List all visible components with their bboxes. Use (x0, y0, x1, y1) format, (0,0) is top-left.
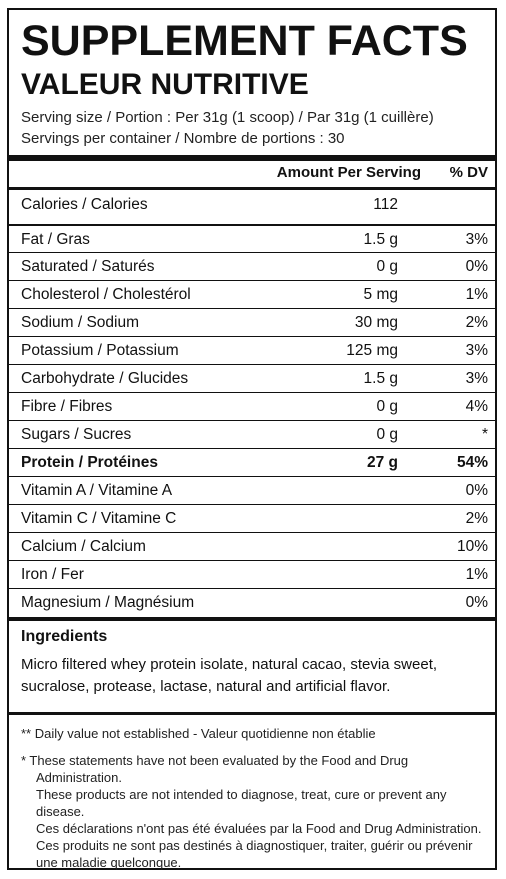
nutrient-row-vitamin-c: Vitamin C / Vitamine C 2% (9, 504, 495, 532)
label-title: SUPPLEMENT FACTS (21, 17, 468, 65)
disclaimer-line: Ces déclarations n'ont pas été évaluées … (36, 821, 482, 836)
disclaimer-line: Ces produits ne sont pas destinés à diag… (36, 838, 473, 853)
header-amount-per-serving: Amount Per Serving (276, 164, 421, 181)
nutrient-row-magnesium: Magnesium / Magnésium 0% (9, 588, 495, 616)
nutrient-row-calories: Calories / Calories 112 (9, 191, 495, 219)
nutrient-amount: 0 g (376, 426, 398, 443)
nutrient-row-carbohydrate: Carbohydrate / Glucides 1.5 g 3% (9, 364, 495, 392)
nutrient-name: Protein / Protéines (21, 454, 158, 471)
nutrient-amount: 1.5 g (363, 370, 398, 387)
nutrient-name: Magnesium / Magnésium (21, 594, 195, 611)
nutrient-name: Fat / Gras (21, 231, 90, 248)
nutrient-name: Fibre / Fibres (21, 398, 113, 415)
servings-per-container: Servings per container / Nombre de porti… (21, 130, 345, 147)
nutrient-amount: 112 (373, 196, 398, 213)
nutrient-amount: 30 mg (354, 314, 398, 331)
nutrient-name: Vitamin A / Vitamine A (21, 482, 173, 499)
nutrient-dv: 2% (465, 314, 488, 331)
nutrient-row-fibre: Fibre / Fibres 0 g 4% (9, 392, 495, 420)
disclaimer-line: These products are not intended to diagn… (36, 787, 447, 819)
ingredients-title: Ingredients (21, 628, 108, 645)
ingredients-text: Micro filtered whey protein isolate, nat… (21, 656, 438, 695)
nutrient-row-saturated: Saturated / Saturés 0 g 0% (9, 252, 495, 280)
nutrient-dv: 54% (456, 454, 488, 471)
nutrient-row-vitamin-a: Vitamin A / Vitamine A 0% (9, 476, 495, 504)
nutrient-name: Potassium / Potassium (21, 342, 179, 359)
nutrient-name: Calories / Calories (21, 196, 148, 213)
nutrient-dv: * (481, 426, 488, 443)
nutrient-dv: 2% (465, 510, 488, 527)
nutrient-row-iron: Iron / Fer 1% (9, 560, 495, 588)
disclaimer-line: * These statements have not been evaluat… (21, 753, 409, 785)
nutrient-dv: 0% (465, 482, 488, 499)
header-percent-dv: % DV (449, 164, 488, 181)
disclaimer-line: une maladie quelconque. (36, 855, 182, 870)
nutrient-dv: 3% (465, 370, 488, 387)
serving-size: Serving size / Portion : Per 31g (1 scoo… (21, 109, 434, 126)
nutrient-row-protein: Protein / Protéines 27 g 54% (9, 448, 495, 476)
nutrient-amount: 1.5 g (363, 231, 398, 248)
nutrient-row-sugars: Sugars / Sucres 0 g * (9, 420, 495, 448)
nutrient-dv: 0% (465, 258, 488, 275)
nutrient-dv: 0% (465, 594, 488, 611)
nutrient-row-sodium: Sodium / Sodium 30 mg 2% (9, 308, 495, 336)
nutrient-amount: 0 g (376, 398, 398, 415)
supplement-facts-label: SUPPLEMENT FACTS VALEUR NUTRITIVE Servin… (7, 8, 497, 870)
nutrient-row-calcium: Calcium / Calcium 10% (9, 532, 495, 560)
nutrient-dv: 4% (465, 398, 488, 415)
nutrient-amount: 5 mg (363, 286, 398, 303)
nutrient-dv: 3% (465, 231, 488, 248)
nutrient-dv: 1% (465, 566, 488, 583)
nutrient-name: Saturated / Saturés (21, 258, 155, 275)
nutrient-amount: 27 g (366, 454, 398, 471)
nutrient-name: Iron / Fer (21, 566, 84, 583)
nutrient-row-potassium: Potassium / Potassium 125 mg 3% (9, 336, 495, 364)
nutrient-amount: 0 g (376, 258, 398, 275)
nutrient-name: Vitamin C / Vitamine C (21, 510, 177, 527)
ingredients-divider (9, 617, 495, 621)
nutrient-name: Sodium / Sodium (21, 314, 140, 331)
nutrient-row-fat: Fat / Gras 1.5 g 3% (9, 224, 495, 252)
nutrient-name: Calcium / Calcium (21, 538, 146, 555)
nutrient-dv: 1% (465, 286, 488, 303)
nutrient-dv: 3% (465, 342, 488, 359)
nutrient-row-cholesterol: Cholesterol / Cholestérol 5 mg 1% (9, 280, 495, 308)
label-subtitle: VALEUR NUTRITIVE (21, 68, 309, 101)
nutrient-name: Cholesterol / Cholestérol (21, 286, 191, 303)
header-divider (9, 187, 495, 190)
nutrient-dv: 10% (456, 538, 488, 555)
footnote-divider (9, 712, 495, 715)
nutrient-name: Sugars / Sucres (21, 426, 132, 443)
thick-divider (9, 155, 495, 161)
disclaimer-footnote: * These statements have not been evaluat… (21, 752, 496, 871)
daily-value-footnote: ** Daily value not established - Valeur … (21, 726, 376, 741)
nutrient-amount: 125 mg (346, 342, 398, 359)
nutrient-name: Carbohydrate / Glucides (21, 370, 189, 387)
